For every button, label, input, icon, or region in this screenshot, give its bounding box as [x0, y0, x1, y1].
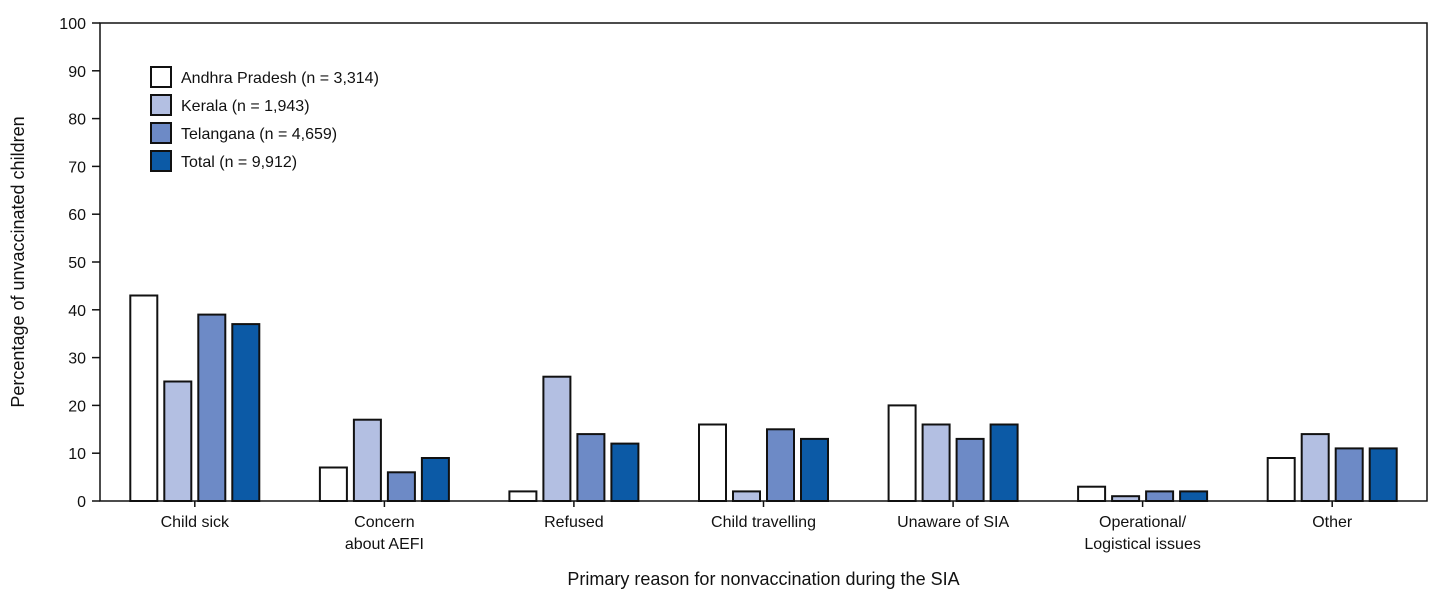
bar [610, 442, 640, 503]
bar [1334, 447, 1364, 502]
legend-swatch [150, 94, 172, 116]
bar [1266, 457, 1296, 502]
y-tick-label: 40 [68, 303, 86, 320]
bar [197, 313, 227, 502]
y-tick-label: 10 [68, 446, 86, 463]
bar [989, 423, 1019, 502]
x-tick-label-line: Child travelling [711, 514, 816, 531]
bar [1077, 485, 1107, 503]
plot-frame [99, 22, 1428, 502]
legend-label: Total (n = 9,912) [181, 154, 297, 171]
x-tick-label: Operational/Logistical issues [1084, 514, 1201, 553]
bar [955, 437, 985, 502]
bar [732, 490, 761, 502]
y-tick-label: 50 [68, 255, 86, 272]
bar [887, 404, 917, 502]
y-axis-title: Percentage of unvaccinated children [8, 116, 28, 407]
y-tick-label: 0 [77, 494, 86, 511]
x-tick-label: Other [1312, 514, 1353, 531]
bar [508, 490, 538, 502]
bar [129, 294, 159, 502]
bar [766, 428, 795, 502]
bar [352, 418, 382, 503]
bar [163, 380, 193, 502]
legend-label: Telangana (n = 4,659) [181, 126, 337, 143]
y-tick-label: 60 [68, 207, 86, 224]
legend-swatch [150, 66, 172, 88]
x-tick-label-line: Operational/ [1099, 514, 1187, 531]
x-tick-label-line: Concern [354, 514, 414, 531]
x-tick-label-line: Child sick [161, 514, 230, 531]
bars-layer [129, 294, 1398, 503]
bar [1368, 447, 1398, 502]
legend-swatch [150, 150, 172, 172]
x-tick-label-line: Other [1312, 514, 1353, 531]
bar [1300, 433, 1330, 503]
bar [921, 423, 951, 502]
y-tick-label: 80 [68, 112, 86, 129]
bar [318, 466, 348, 502]
x-tick-label-line: Refused [544, 514, 604, 531]
x-tick-label: Refused [544, 514, 604, 531]
x-axis-title: Primary reason for nonvaccination during… [567, 569, 959, 589]
x-tick-label-line: Unaware of SIA [897, 514, 1009, 531]
y-tick-label: 70 [68, 159, 86, 176]
bar [231, 323, 261, 502]
bar [576, 433, 606, 503]
x-tick-label: Concern about AEFI [345, 514, 424, 553]
bar [420, 457, 450, 502]
y-tick-label: 20 [68, 398, 86, 415]
bar [800, 437, 829, 502]
x-tick-label: Child travelling [711, 514, 816, 531]
y-tick-label: 30 [68, 351, 86, 368]
y-tick-label: 100 [59, 16, 86, 33]
bar [386, 471, 416, 502]
y-tick-label: 90 [68, 64, 86, 81]
legend-label: Kerala (n = 1,943) [181, 98, 310, 115]
axes-layer: Child sick Concern about AEFI Refused Child … [59, 16, 1428, 553]
bar [542, 375, 572, 503]
x-tick-label: Unaware of SIA [897, 514, 1009, 531]
legend-label: Andhra Pradesh (n = 3,314) [181, 70, 379, 87]
x-tick-label-line: Logistical issues [1084, 536, 1201, 553]
x-tick-label-line: about AEFI [345, 536, 424, 553]
legend-swatch [150, 122, 172, 144]
bar [1179, 490, 1209, 502]
x-tick-label: Child sick [161, 514, 230, 531]
legend: Andhra Pradesh (n = 3,314) Kerala (n = 1,… [150, 66, 379, 172]
bar [698, 423, 727, 502]
bar [1145, 490, 1175, 502]
